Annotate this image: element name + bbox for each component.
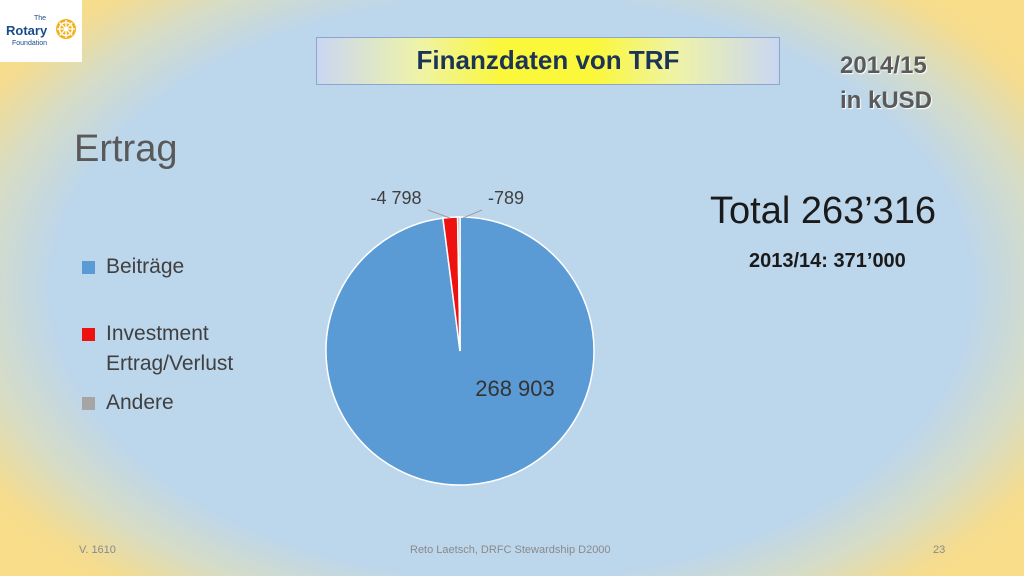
total-value: Total 263’316: [710, 190, 937, 232]
title-banner: Finanzdaten von TRF: [316, 37, 780, 85]
legend-swatch: [82, 261, 95, 274]
legend-label: Beiträge: [106, 255, 185, 278]
logo-line-foundation: Foundation: [12, 40, 48, 47]
currency-unit: in kUSD: [840, 87, 933, 114]
fiscal-year: 2014/15: [840, 52, 927, 79]
section-heading: Ertrag: [74, 128, 178, 170]
legend-swatch: [82, 397, 95, 410]
footer-version: V. 1610: [79, 544, 116, 556]
logo-line-the: The: [34, 15, 47, 22]
data-label-beitraege: 268 903: [475, 376, 555, 401]
legend-swatch: [82, 328, 95, 341]
banner-title: Finanzdaten von TRF: [416, 45, 680, 75]
previous-year-total: 2013/14: 371’000: [749, 250, 906, 272]
logo-line-rotary: Rotary: [6, 23, 48, 38]
pie-slice-andere: [456, 216, 461, 352]
legend-label: Andere: [106, 391, 174, 414]
rotary-wheel-icon: [56, 19, 76, 39]
rotary-foundation-logo: The Rotary Foundation: [0, 0, 82, 62]
pie-chart: 268 903 -4 798 -789: [325, 188, 595, 486]
data-label-investment: -4 798: [370, 188, 421, 208]
legend-label: Investment Ertrag/Verlust: [106, 322, 234, 375]
footer-author: Reto Laetsch, DRFC Stewardship D2000: [410, 544, 611, 556]
leader-line: [427, 209, 451, 219]
leader-line: [462, 209, 483, 219]
data-label-andere: -789: [488, 188, 524, 208]
footer-page-number: 23: [933, 544, 946, 556]
